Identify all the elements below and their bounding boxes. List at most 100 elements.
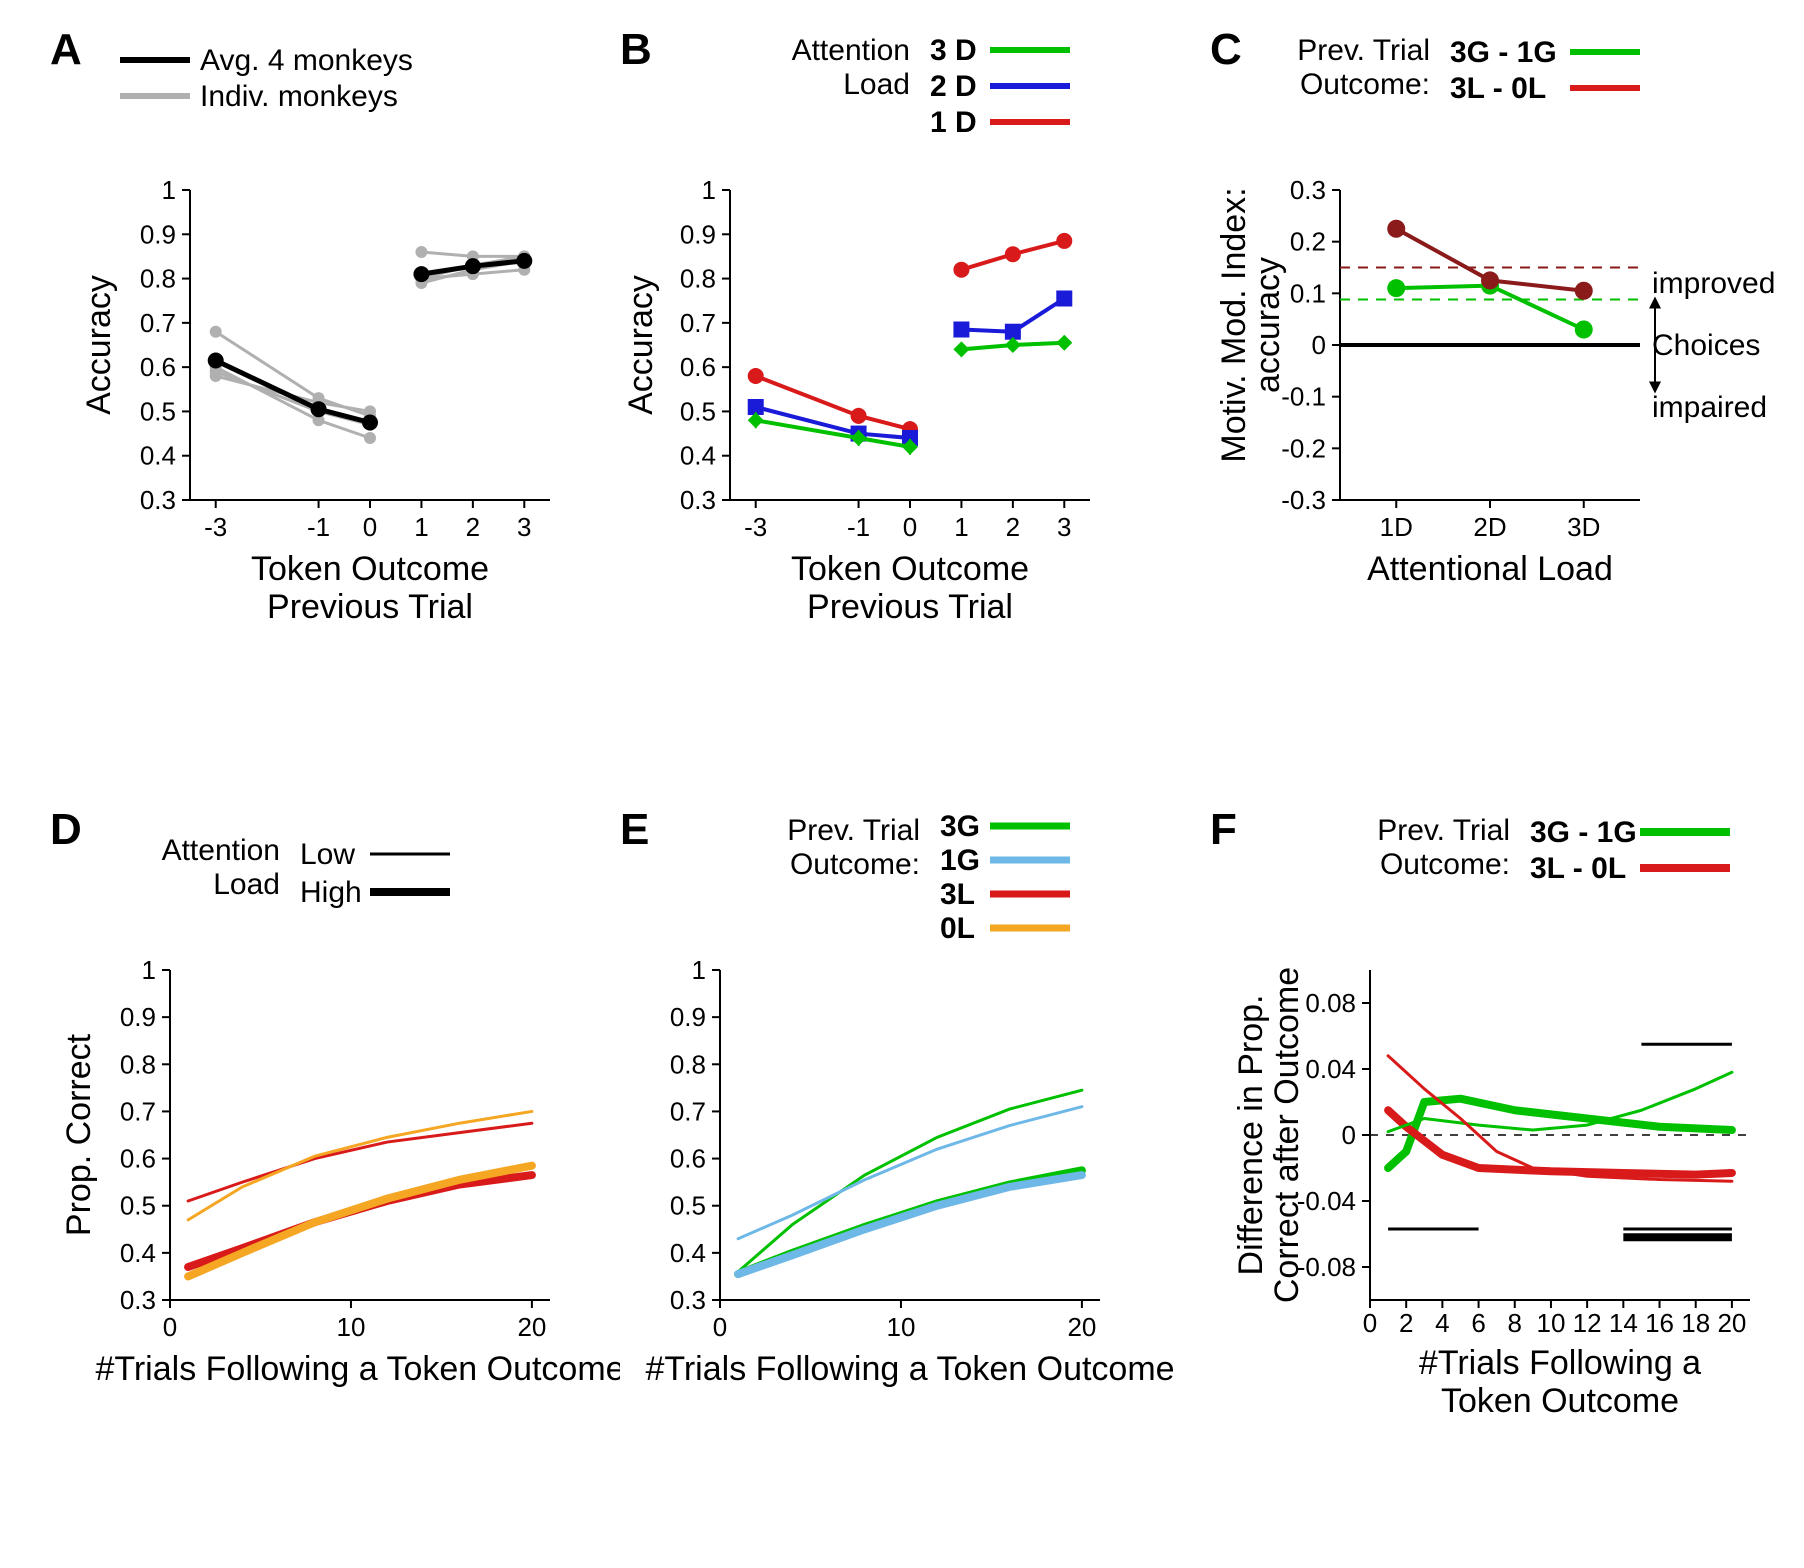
panel-B: BAttentionLoad3 D2 D1 D0.30.40.50.60.70.… xyxy=(620,20,1180,740)
svg-text:0.3: 0.3 xyxy=(120,1285,156,1315)
svg-text:0.6: 0.6 xyxy=(120,1144,156,1174)
svg-text:D: D xyxy=(50,805,82,854)
svg-text:0.5: 0.5 xyxy=(680,396,716,426)
svg-text:E: E xyxy=(620,805,649,854)
svg-text:0.9: 0.9 xyxy=(120,1002,156,1032)
svg-text:improved: improved xyxy=(1652,267,1775,300)
svg-text:0.7: 0.7 xyxy=(140,308,176,338)
svg-text:0.6: 0.6 xyxy=(140,352,176,382)
svg-text:0.5: 0.5 xyxy=(670,1191,706,1221)
svg-text:3D: 3D xyxy=(1567,512,1600,542)
svg-text:0.2: 0.2 xyxy=(1290,227,1326,257)
svg-text:1G: 1G xyxy=(940,844,980,877)
svg-text:impaired: impaired xyxy=(1652,391,1767,424)
svg-text:3G - 1G: 3G - 1G xyxy=(1530,816,1637,849)
svg-text:0: 0 xyxy=(1312,330,1326,360)
svg-text:Difference in Prop.: Difference in Prop. xyxy=(1232,995,1270,1276)
svg-text:0.04: 0.04 xyxy=(1305,1054,1356,1084)
svg-text:-1: -1 xyxy=(307,512,330,542)
svg-text:0.08: 0.08 xyxy=(1305,988,1356,1018)
svg-text:10: 10 xyxy=(886,1312,915,1342)
panel-E: EPrev. TrialOutcome:3G1G3L0L0.30.40.50.6… xyxy=(620,800,1180,1520)
svg-text:0: 0 xyxy=(1342,1120,1356,1150)
panel-C: CPrev. TrialOutcome:3G - 1G3L - 0L-0.3-0… xyxy=(1210,20,1800,740)
svg-text:14: 14 xyxy=(1609,1308,1638,1338)
svg-text:Previous Trial: Previous Trial xyxy=(807,588,1013,626)
svg-text:-0.3: -0.3 xyxy=(1281,485,1326,515)
svg-text:0.7: 0.7 xyxy=(680,308,716,338)
svg-text:6: 6 xyxy=(1471,1308,1485,1338)
svg-text:B: B xyxy=(620,25,652,74)
svg-text:3L: 3L xyxy=(940,878,975,911)
svg-text:0.5: 0.5 xyxy=(120,1191,156,1221)
svg-text:0.7: 0.7 xyxy=(670,1096,706,1126)
svg-text:0.9: 0.9 xyxy=(680,219,716,249)
svg-text:0.8: 0.8 xyxy=(140,264,176,294)
svg-text:Outcome:: Outcome: xyxy=(790,848,920,881)
svg-text:accuracy: accuracy xyxy=(1249,257,1287,393)
svg-text:12: 12 xyxy=(1573,1308,1602,1338)
svg-text:-3: -3 xyxy=(744,512,767,542)
svg-text:2D: 2D xyxy=(1473,512,1506,542)
svg-text:0.1: 0.1 xyxy=(1290,278,1326,308)
svg-text:Motiv. Mod. Index:: Motiv. Mod. Index: xyxy=(1215,187,1253,462)
svg-text:F: F xyxy=(1210,805,1237,854)
svg-text:#Trials Following a Token Outc: #Trials Following a Token Outcome xyxy=(95,1350,624,1388)
svg-text:Avg. 4 monkeys: Avg. 4 monkeys xyxy=(200,44,413,77)
svg-text:0.5: 0.5 xyxy=(140,396,176,426)
svg-text:C: C xyxy=(1210,25,1242,74)
svg-text:Prev. Trial: Prev. Trial xyxy=(1377,814,1510,847)
svg-text:1: 1 xyxy=(414,512,428,542)
svg-text:10: 10 xyxy=(336,1312,365,1342)
svg-text:18: 18 xyxy=(1681,1308,1710,1338)
svg-text:Choices: Choices xyxy=(1652,329,1760,362)
svg-text:-0.2: -0.2 xyxy=(1281,433,1326,463)
svg-text:0L: 0L xyxy=(940,912,975,945)
svg-text:3: 3 xyxy=(1057,512,1071,542)
svg-text:8: 8 xyxy=(1508,1308,1522,1338)
svg-text:-3: -3 xyxy=(204,512,227,542)
svg-text:10: 10 xyxy=(1536,1308,1565,1338)
svg-text:4: 4 xyxy=(1435,1308,1449,1338)
svg-text:0.4: 0.4 xyxy=(120,1238,156,1268)
figure: AAvg. 4 monkeysIndiv. monkeys0.30.40.50.… xyxy=(0,0,1804,1568)
svg-text:Correct after Outcome: Correct after Outcome xyxy=(1268,967,1306,1303)
svg-text:Prev. Trial: Prev. Trial xyxy=(787,814,920,847)
panel-A: AAvg. 4 monkeysIndiv. monkeys0.30.40.50.… xyxy=(30,20,590,740)
svg-text:0: 0 xyxy=(1363,1308,1377,1338)
svg-text:Outcome:: Outcome: xyxy=(1380,848,1510,881)
svg-text:Prev. Trial: Prev. Trial xyxy=(1297,34,1430,67)
svg-text:1 D: 1 D xyxy=(930,106,977,139)
svg-text:Previous Trial: Previous Trial xyxy=(267,588,473,626)
svg-text:2: 2 xyxy=(1006,512,1020,542)
svg-text:Token Outcome: Token Outcome xyxy=(251,550,489,588)
svg-text:Outcome:: Outcome: xyxy=(1300,68,1430,101)
svg-text:0.4: 0.4 xyxy=(670,1238,706,1268)
svg-text:-1: -1 xyxy=(847,512,870,542)
svg-text:0.8: 0.8 xyxy=(670,1049,706,1079)
svg-text:-0.1: -0.1 xyxy=(1281,382,1326,412)
svg-text:Load: Load xyxy=(213,868,280,901)
panel-F: FPrev. TrialOutcome:3G - 1G3L - 0L-0.08-… xyxy=(1210,800,1800,1520)
svg-text:Attentional Load: Attentional Load xyxy=(1367,550,1613,588)
svg-text:0.3: 0.3 xyxy=(140,485,176,515)
svg-text:0.6: 0.6 xyxy=(670,1144,706,1174)
svg-text:1: 1 xyxy=(162,175,176,205)
svg-text:0.4: 0.4 xyxy=(140,441,176,471)
svg-text:0.4: 0.4 xyxy=(680,441,716,471)
svg-text:Token Outcome: Token Outcome xyxy=(791,550,1029,588)
svg-text:Token Outcome: Token Outcome xyxy=(1441,1382,1679,1420)
svg-text:Load: Load xyxy=(843,68,910,101)
svg-text:1: 1 xyxy=(954,512,968,542)
svg-text:1: 1 xyxy=(692,955,706,985)
svg-text:Prop. Correct: Prop. Correct xyxy=(60,1033,98,1236)
panel-D: DAttentionLoadLowHigh0.30.40.50.60.70.80… xyxy=(30,800,590,1520)
svg-text:0.3: 0.3 xyxy=(670,1285,706,1315)
svg-text:16: 16 xyxy=(1645,1308,1674,1338)
svg-text:1: 1 xyxy=(142,955,156,985)
svg-text:#Trials Following a Token Outc: #Trials Following a Token Outcome xyxy=(645,1350,1174,1388)
svg-text:3L - 0L: 3L - 0L xyxy=(1530,852,1626,885)
svg-text:20: 20 xyxy=(1717,1308,1746,1338)
svg-text:0.3: 0.3 xyxy=(1290,175,1326,205)
svg-text:0.6: 0.6 xyxy=(680,352,716,382)
